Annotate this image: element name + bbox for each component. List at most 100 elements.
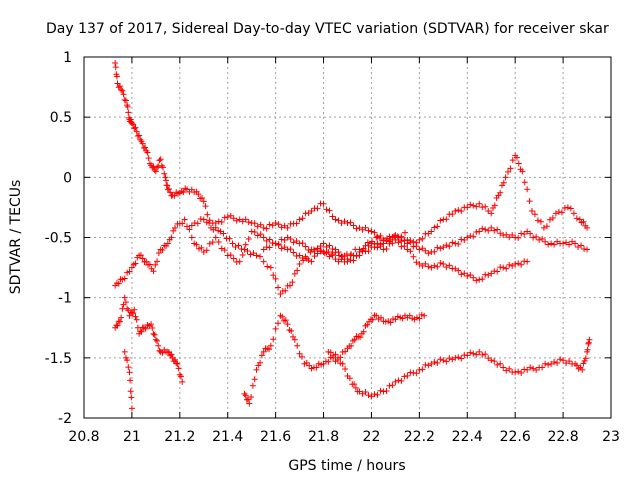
trace-marker (220, 230, 227, 237)
trace-marker (266, 244, 273, 251)
y-tick-label: -1.5 (45, 351, 72, 367)
data-point (143, 258, 150, 265)
trace-marker (573, 215, 580, 222)
data-point (112, 60, 119, 67)
trace-marker (497, 189, 504, 196)
trace-marker (377, 387, 384, 394)
trace-marker (337, 354, 344, 361)
trace-marker (470, 274, 477, 281)
trace-marker (155, 163, 162, 170)
trace-marker (539, 364, 546, 371)
data-point (260, 234, 267, 241)
trace-marker (449, 211, 456, 218)
trace-marker (245, 236, 252, 243)
trace-marker (561, 204, 568, 211)
data-point (246, 400, 253, 407)
trace-marker (242, 241, 249, 248)
trace-marker (533, 233, 540, 240)
trace-marker (545, 241, 552, 248)
trace-marker (506, 261, 513, 268)
x-tick-label: 22.8 (548, 429, 579, 445)
trace-marker (377, 232, 384, 239)
trace-marker (530, 234, 537, 241)
y-tick-label: 1 (63, 50, 72, 66)
trace-marker (156, 157, 163, 164)
data-point (131, 306, 138, 313)
trace-marker (503, 265, 510, 272)
trace-marker (365, 227, 372, 234)
trace-marker (580, 218, 587, 225)
data-point (320, 248, 327, 255)
trace-marker (266, 236, 273, 243)
x-tick-label: 23 (602, 429, 620, 445)
data-point (488, 210, 495, 217)
trace-marker (434, 223, 441, 230)
trace-marker (263, 225, 270, 232)
trace-marker (482, 226, 489, 233)
trace-marker (278, 245, 285, 252)
trace-marker (470, 233, 477, 240)
trace-marker (121, 96, 128, 103)
trace-marker (531, 211, 538, 218)
data-point (524, 366, 531, 373)
trace-marker (437, 259, 444, 266)
trace-marker (383, 388, 390, 395)
trace-marker (161, 170, 168, 177)
y-tick-label: -2 (58, 411, 72, 427)
x-tick-label: 21.8 (308, 429, 339, 445)
trace-marker (398, 234, 405, 241)
trace-marker (178, 373, 185, 380)
trace-marker (287, 246, 294, 253)
trace-marker (137, 136, 144, 143)
trace-marker (193, 241, 200, 248)
trace-marker (446, 243, 453, 250)
series-lower-left-arc (112, 294, 186, 412)
trace-marker (114, 322, 121, 329)
x-tick-label: 22 (363, 429, 381, 445)
trace-marker (473, 277, 480, 284)
trace-marker (542, 238, 549, 245)
data-point (476, 348, 483, 355)
trace-marker (533, 366, 540, 373)
data-point (488, 224, 495, 231)
trace-marker (248, 394, 255, 401)
trace-marker (130, 121, 137, 128)
trace-marker (132, 313, 139, 320)
trace-marker (369, 316, 376, 323)
trace-marker (168, 351, 175, 358)
trace-marker (195, 191, 202, 198)
data-points (112, 60, 593, 412)
trace-marker (326, 253, 333, 260)
trace-marker (260, 258, 267, 265)
data-point (212, 234, 219, 241)
trace-marker (506, 365, 513, 372)
data-point (464, 352, 471, 359)
trace-marker (524, 186, 531, 193)
trace-marker (332, 351, 339, 358)
trace-marker (503, 231, 510, 238)
trace-marker (194, 220, 201, 227)
data-point (356, 252, 363, 259)
trace-marker (296, 350, 303, 357)
trace-marker (437, 356, 444, 363)
trace-marker (467, 349, 474, 356)
x-tick-label: 21 (123, 429, 141, 445)
trace-marker (398, 377, 405, 384)
trace-marker (275, 240, 282, 247)
data-point (126, 312, 133, 319)
trace-marker (239, 252, 246, 259)
trace-marker (371, 391, 378, 398)
trace-marker (160, 164, 167, 171)
trace-marker (350, 222, 357, 229)
trace-marker (163, 177, 170, 184)
trace-marker (186, 226, 193, 233)
trace-marker (543, 223, 550, 230)
trace-marker (127, 116, 134, 123)
trace-marker (230, 255, 237, 262)
trace-marker (419, 366, 426, 373)
data-point (308, 208, 315, 215)
trace-marker (485, 272, 492, 279)
data-point (332, 216, 339, 223)
series-lower-right-arc (241, 312, 593, 407)
trace-marker (233, 217, 240, 224)
